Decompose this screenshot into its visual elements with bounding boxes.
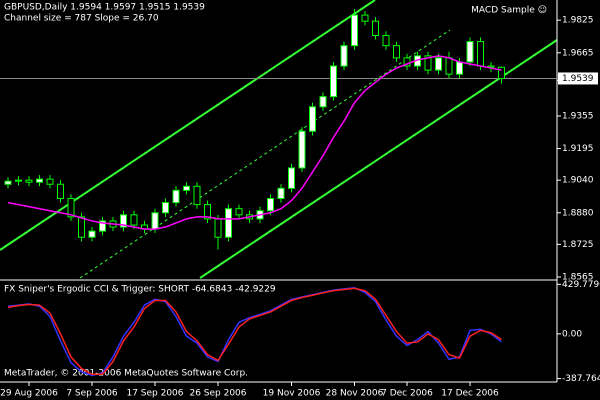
candle-body <box>267 198 274 212</box>
candle-body <box>183 185 190 191</box>
y-tick-label: 1.8725 <box>562 240 594 250</box>
candle-body <box>193 185 201 206</box>
candle-body <box>477 41 484 67</box>
x-tick-label: 7 Sep 2006 <box>66 389 118 399</box>
x-tick-label: 7 Dec 2006 <box>381 389 433 399</box>
x-tick-label: 28 Nov 2006 <box>326 389 384 399</box>
y-tick-label: 1.9040 <box>562 176 594 186</box>
footer: MetaTrader, © 2001-2006 MetaQuotes Softw… <box>4 369 248 379</box>
candle-body <box>57 183 64 200</box>
candle-body <box>214 218 222 238</box>
candle-body <box>120 214 127 228</box>
channel-middle <box>79 29 451 279</box>
channel-upper <box>0 0 376 251</box>
candle-body <box>498 66 505 79</box>
x-tick-label: 17 Sep 2006 <box>126 389 183 399</box>
candle-body <box>99 220 106 232</box>
candle-body <box>309 106 316 132</box>
candle-body <box>172 189 180 204</box>
candle-body <box>204 204 211 220</box>
candle-body <box>351 14 358 47</box>
candle-body <box>277 187 285 200</box>
candle-body <box>130 214 138 226</box>
candle-body <box>15 179 22 182</box>
y-tick-label: 1.8565 <box>562 272 594 282</box>
candle-body <box>67 198 75 218</box>
indicator-line <box>7 286 502 377</box>
y-tick-label: 1.9825 <box>562 16 594 26</box>
candle-body <box>487 65 495 68</box>
moving-average <box>7 55 502 230</box>
candle-body <box>46 178 54 185</box>
y-tick-label: 1.9665 <box>562 48 594 58</box>
candle-body <box>403 57 411 67</box>
x-tick-label: 29 Aug 2006 <box>0 389 58 399</box>
channel-lower <box>199 39 558 279</box>
candle-body <box>361 14 369 22</box>
header: GBPUSD,Daily 1.9594 1.9597 1.9515 1.9539 <box>4 3 205 13</box>
candle-body <box>288 167 295 189</box>
current-price-label: 1.9539 <box>562 74 594 84</box>
candle-body <box>162 202 169 214</box>
candle-body <box>330 65 337 98</box>
candle-body <box>225 208 232 238</box>
candle-body <box>393 45 400 59</box>
indicator-line <box>7 287 502 375</box>
candle-body <box>78 216 85 238</box>
x-tick-label: 19 Nov 2006 <box>263 389 321 399</box>
y-tick-label: -387.7640 <box>562 374 600 384</box>
annotation: Channel size = 787 Slope = 26.70 <box>4 14 159 24</box>
candle-body <box>88 230 96 238</box>
candle-body <box>340 45 348 67</box>
indicator-title: FX Sniper's Ergodic CCI & Trigger: SHORT… <box>4 285 276 295</box>
x-tick-label: 17 Dec 2006 <box>441 389 499 399</box>
candle-body <box>435 57 442 71</box>
current-price-box <box>558 72 598 85</box>
candle-body <box>25 179 33 183</box>
y-tick-label: 0.00 <box>562 329 582 339</box>
channel <box>0 0 558 279</box>
x-tick-label: 26 Sep 2006 <box>189 389 246 399</box>
candle-body <box>466 41 474 63</box>
candle-body <box>372 20 379 36</box>
candle-body <box>319 96 327 108</box>
candle-body <box>382 34 390 47</box>
candle-body <box>424 55 432 71</box>
y-tick-label: 1.9195 <box>562 144 594 154</box>
candle-body <box>151 212 159 230</box>
candle-body <box>4 180 12 185</box>
candle-body <box>298 130 306 169</box>
candle-body <box>235 208 243 216</box>
y-tick-label: 1.9355 <box>562 111 594 121</box>
candle-body <box>456 61 463 75</box>
expert-label: MACD Sample ☺ <box>471 5 547 16</box>
y-tick-label: 1.8880 <box>562 208 594 218</box>
candle-body <box>445 57 453 75</box>
candle-body <box>36 178 43 183</box>
